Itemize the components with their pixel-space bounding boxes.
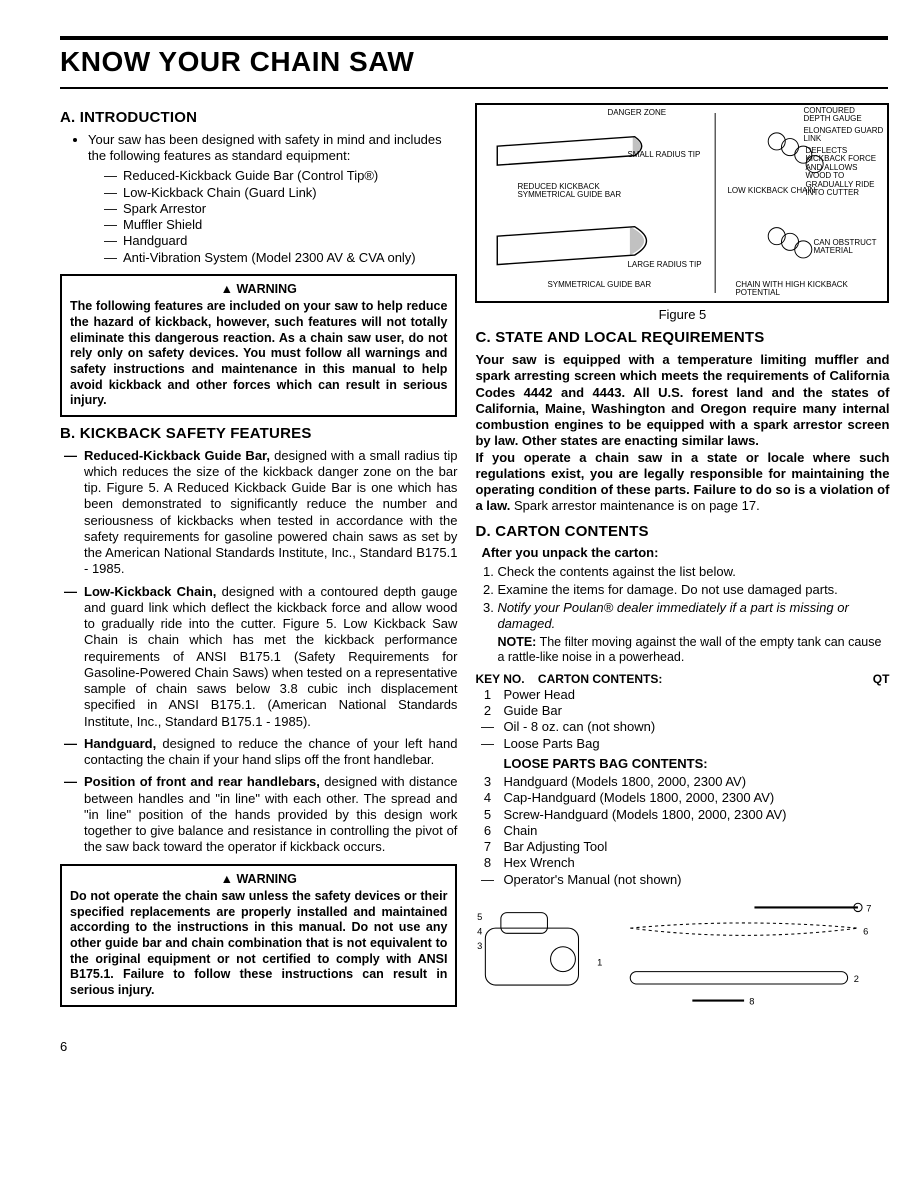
fig-label: REDUCED KICKBACK SYMMETRICAL GUIDE BAR: [517, 183, 657, 200]
fig-label: DANGER ZONE: [607, 109, 666, 117]
after-unpack: After you unpack the carton:: [475, 545, 889, 561]
kb-lead: Reduced-Kickback Guide Bar,: [84, 448, 270, 463]
note-line: NOTE: The filter moving against the wall…: [497, 635, 889, 666]
svg-text:8: 8: [750, 996, 755, 1006]
feature-item: Anti-Vibration System (Model 2300 AV & C…: [104, 250, 457, 266]
kb-body: designed with a contoured depth gauge an…: [84, 584, 457, 729]
figure-5-diagram: DANGER ZONE SMALL RADIUS TIP REDUCED KIC…: [475, 103, 889, 303]
top-rule: [60, 36, 888, 40]
right-column: DANGER ZONE SMALL RADIUS TIP REDUCED KIC…: [475, 103, 889, 1015]
page-title: KNOW YOUR CHAIN SAW: [60, 44, 888, 79]
left-column: A. INTRODUCTION Your saw has been design…: [60, 103, 457, 1015]
svg-text:4: 4: [478, 926, 483, 936]
warning-head: WARNING: [70, 872, 447, 888]
table-row: —Loose Parts Bag: [475, 736, 889, 752]
section-c-rest: Spark arrestor maintenance is on page 17…: [510, 498, 759, 513]
feature-item: Reduced-Kickback Guide Bar (Control Tip®…: [104, 168, 457, 184]
section-d-head: D. CARTON CONTENTS: [475, 523, 889, 542]
section-c-body2: If you operate a chain saw in a state or…: [475, 450, 889, 515]
carton-steps: Check the contents against the list belo…: [475, 564, 889, 633]
content-columns: A. INTRODUCTION Your saw has been design…: [60, 103, 888, 1015]
table-row: 2Guide Bar: [475, 703, 889, 719]
key-header: KEY NO. CARTON CONTENTS: QT: [475, 672, 889, 687]
section-c-head: C. STATE AND LOCAL REQUIREMENTS: [475, 329, 889, 348]
feature-item: Spark Arrestor: [104, 201, 457, 217]
title-underline: [60, 87, 888, 89]
warning-head: WARNING: [70, 282, 447, 298]
feature-item: Low-Kickback Chain (Guard Link): [104, 185, 457, 201]
table-row: 4Cap-Handguard (Models 1800, 2000, 2300 …: [475, 790, 889, 806]
section-b-head: B. KICKBACK SAFETY FEATURES: [60, 425, 457, 444]
loose-contents-table: 3Handguard (Models 1800, 2000, 2300 AV) …: [475, 774, 889, 888]
step-item: Examine the items for damage. Do not use…: [497, 582, 889, 598]
fig-label: SYMMETRICAL GUIDE BAR: [547, 281, 651, 289]
warning-body: The following features are included on y…: [70, 299, 447, 408]
loose-parts-head: LOOSE PARTS BAG CONTENTS:: [475, 756, 889, 772]
feature-item: Muffler Shield: [104, 217, 457, 233]
step-item: Notify your Poulan® dealer immediately i…: [497, 600, 889, 633]
svg-text:1: 1: [598, 957, 603, 967]
warning-box-2: WARNING Do not operate the chain saw unl…: [60, 864, 457, 1007]
intro-bullet: Your saw has been designed with safety i…: [60, 132, 457, 165]
fig-label: CAN OBSTRUCT MATERIAL: [813, 239, 883, 256]
note-label: NOTE:: [497, 635, 536, 649]
fig-label: ELONGATED GUARD LINK: [803, 127, 883, 144]
warning-box-1: WARNING The following features are inclu…: [60, 274, 457, 417]
section-c-body: Your saw is equipped with a temperature …: [475, 352, 889, 450]
feature-item: Handguard: [104, 233, 457, 249]
fig-label: CHAIN WITH HIGH KICKBACK POTENTIAL: [735, 281, 865, 298]
kb-item: Handguard, designed to reduce the chance…: [84, 736, 457, 769]
fig-label: LARGE RADIUS TIP: [627, 261, 701, 269]
table-row: 5Screw-Handguard (Models 1800, 2000, 230…: [475, 807, 889, 823]
table-row: 7Bar Adjusting Tool: [475, 839, 889, 855]
qty-head: QT: [873, 672, 890, 687]
fig-label: DEFLECTS KICKBACK FORCE AND ALLOWS WOOD …: [805, 147, 883, 197]
key-no: KEY NO.: [475, 672, 524, 686]
kb-lead: Position of front and rear handlebars,: [84, 774, 320, 789]
table-row: 8Hex Wrench: [475, 855, 889, 871]
parts-illustration: 5 4 3 1 6 7 2 8: [475, 894, 889, 1014]
warning-body: Do not operate the chain saw unless the …: [70, 889, 447, 998]
fig-label: LOW KICKBACK CHAIN: [727, 187, 815, 195]
table-row: 6Chain: [475, 823, 889, 839]
kb-lead: Handguard,: [84, 736, 156, 751]
kb-body: designed with a small radius tip which r…: [84, 448, 457, 577]
intro-text: Your saw has been designed with safety i…: [88, 132, 457, 165]
kb-item: Reduced-Kickback Guide Bar, designed wit…: [84, 448, 457, 578]
feature-list: Reduced-Kickback Guide Bar (Control Tip®…: [60, 168, 457, 266]
kb-lead: Low-Kickback Chain,: [84, 584, 216, 599]
table-row: —Operator's Manual (not shown): [475, 872, 889, 888]
svg-text:3: 3: [478, 941, 483, 951]
parts-svg: 5 4 3 1 6 7 2 8: [475, 894, 889, 1014]
kb-item: Position of front and rear handlebars, d…: [84, 774, 457, 855]
figure-caption: Figure 5: [475, 307, 889, 323]
svg-text:6: 6: [864, 926, 869, 936]
page-number: 6: [60, 1039, 888, 1055]
table-row: 1Power Head: [475, 687, 889, 703]
section-c-body1: Your saw is equipped with a temperature …: [475, 352, 889, 448]
note-body: The filter moving against the wall of th…: [497, 635, 881, 665]
table-row: —Oil - 8 oz. can (not shown): [475, 719, 889, 735]
section-a-head: A. INTRODUCTION: [60, 109, 457, 128]
kb-item: Low-Kickback Chain, designed with a cont…: [84, 584, 457, 730]
contents-head: CARTON CONTENTS:: [538, 672, 662, 686]
step-item: Check the contents against the list belo…: [497, 564, 889, 580]
svg-text:2: 2: [854, 974, 859, 984]
svg-text:7: 7: [867, 903, 872, 913]
fig-label: CONTOURED DEPTH GAUGE: [803, 107, 883, 124]
svg-text:5: 5: [478, 912, 483, 922]
kickback-feature-list: Reduced-Kickback Guide Bar, designed wit…: [60, 448, 457, 856]
table-row: 3Handguard (Models 1800, 2000, 2300 AV): [475, 774, 889, 790]
fig-label: SMALL RADIUS TIP: [627, 151, 700, 159]
step3-italic: Notify your Poulan® dealer immediately i…: [497, 600, 848, 631]
contents-table: 1Power Head 2Guide Bar —Oil - 8 oz. can …: [475, 687, 889, 752]
